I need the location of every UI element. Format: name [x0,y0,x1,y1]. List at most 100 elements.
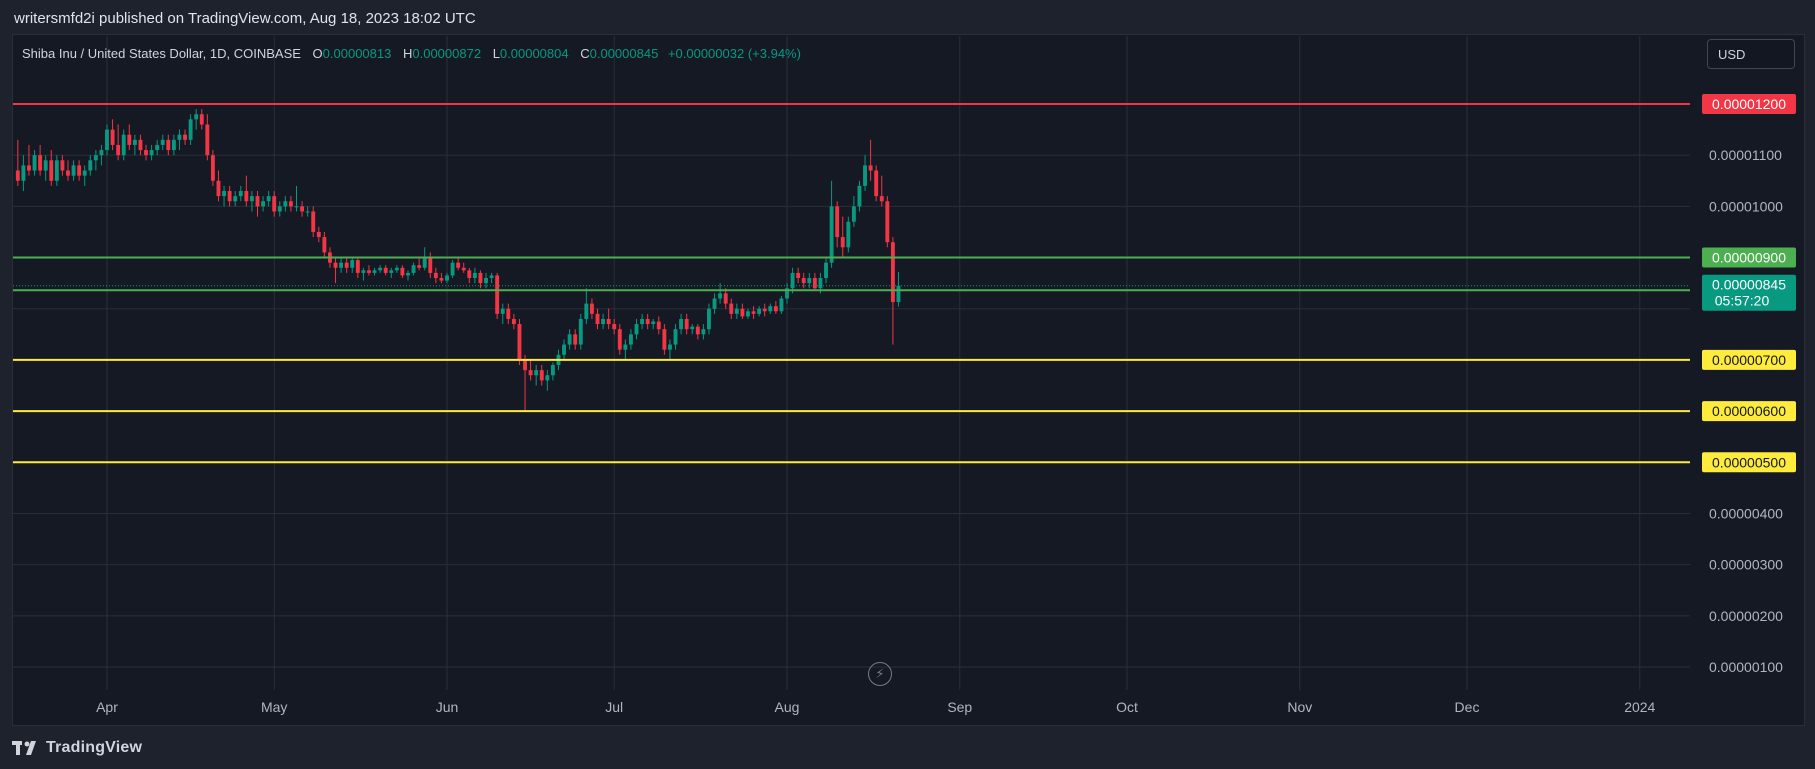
candle-body [751,311,756,314]
candle-body [729,303,734,314]
candle-body [868,165,873,171]
candle-body [578,318,583,345]
candle-body [383,267,388,273]
candle-body [322,237,327,253]
candle-body [484,278,488,284]
candle-body [205,124,210,156]
candle-body [277,206,282,212]
candle-body [495,275,500,314]
candle-body [562,344,566,355]
price-axis: 0.00001100 0.00001000 0.00000400 0.00000300… [1709,147,1783,675]
candle-body [372,270,377,273]
candle-body [885,201,890,243]
candle-body [656,321,661,330]
candle-body [779,298,784,312]
candle-body [640,318,645,325]
time-axis-label: Dec [1455,699,1480,715]
candle-body [651,321,656,325]
candle-body [835,206,840,238]
candle-body [227,191,232,202]
candle-body [21,165,26,181]
candle-body [718,293,723,299]
publisher-bar: writersmfd2i published on TradingView.co… [0,0,1815,38]
candle-body [249,196,254,202]
candle-body [144,150,148,156]
price-level-tag [1702,94,1796,114]
candle-body [15,170,20,181]
price-level-label: 0.00001200 [1712,96,1786,112]
candle-body [545,375,550,381]
candle-body [511,318,516,325]
candle-body [645,318,650,325]
candle-body [233,196,238,202]
candle-body [584,303,589,319]
time-axis-label: Sep [947,699,972,715]
tradingview-logo[interactable]: TradingView [12,738,142,758]
candle-body [344,262,349,268]
candle-body [238,191,243,197]
low-value: 0.00000804 [499,46,569,61]
candle-body [66,170,70,176]
candle-body [194,114,199,120]
candle-body [272,196,277,212]
candle-body [361,270,366,273]
candle-body [222,191,226,197]
chart-frame[interactable] [12,34,1805,726]
candle-body [132,139,137,145]
candle-body [595,313,600,325]
candle-body [411,265,416,273]
time-axis: Apr May Jun Jul Aug Sep Oct Nov Dec 2024 [96,699,1655,715]
candle-body [105,129,109,151]
candle-body [445,275,449,281]
candle-body [634,324,639,335]
time-axis-label: May [261,699,287,715]
candle-body [890,242,895,303]
candle-body [818,278,823,289]
candle-body [88,160,93,171]
candle-body [160,139,165,145]
candle-body [439,278,444,281]
candle-body [773,306,778,312]
candle-body [863,165,867,186]
candle-body [54,160,59,181]
candle-body [879,196,884,202]
candle-body [77,165,82,176]
currency-button[interactable]: USD [1707,39,1795,69]
candle-body [38,155,43,171]
candle-body [757,308,762,314]
candle-body [316,231,321,238]
candle-body [796,272,801,279]
candle-body [567,334,572,345]
candle-body [99,150,104,156]
candle-body [60,160,65,171]
candle-body [288,201,293,207]
candle-body [801,278,806,284]
close-value: 0.00000845 [589,46,659,61]
candle-body [829,206,834,263]
candle-body [846,221,851,248]
candle-body [49,160,54,181]
tradingview-logo-icon [12,741,36,755]
countdown-label: 05:57:20 [1715,293,1770,309]
candle-body [305,211,310,213]
price-level-label: 0.00000700 [1712,352,1786,368]
candle-body [606,318,611,325]
candle-body [350,260,355,268]
tradingview-brand: TradingView [46,739,143,756]
candle-body [311,211,316,232]
candle-body [707,308,711,330]
candle-body [673,329,678,345]
candle-body [662,329,667,350]
price-level-tag [1702,349,1796,370]
price-level-tag [1702,401,1796,422]
horizontal-levels: 0.000012000.000009000.000008360.00000700… [13,94,1796,473]
price-level-tag [1702,247,1796,268]
candle-body [601,318,606,325]
candle-body [472,272,477,279]
candle-body [27,165,31,171]
publisher-info: writersmfd2i published on TradingView.co… [14,10,476,27]
candle-body [746,311,750,317]
candle-body [389,270,394,273]
replay-button[interactable]: ⚡ [868,662,892,686]
